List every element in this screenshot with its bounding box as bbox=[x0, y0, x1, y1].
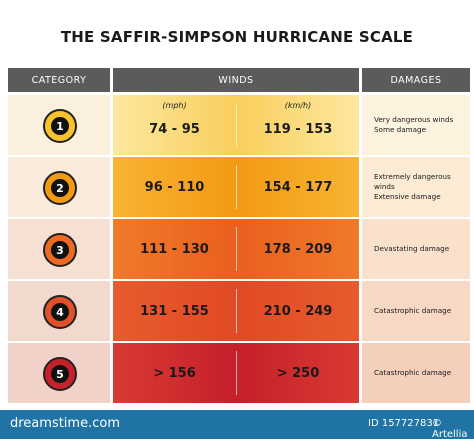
damage-text: Devastating damage bbox=[374, 219, 470, 279]
winds-divider bbox=[236, 103, 237, 147]
wind-mph: 111 - 130 bbox=[140, 241, 209, 257]
wind-kmh: > 250 bbox=[276, 365, 320, 381]
wind-mph: 74 - 95 bbox=[149, 121, 200, 137]
winds-divider bbox=[236, 351, 237, 395]
category-icon: 4 bbox=[43, 295, 77, 329]
damage-line: Catastrophic damage bbox=[374, 368, 452, 377]
header-cell: WINDS bbox=[113, 68, 359, 92]
unit-label: (mph) bbox=[162, 100, 187, 110]
header-cell: CATEGORY bbox=[8, 68, 110, 92]
footer-site: dreamstime.com bbox=[10, 416, 120, 431]
category-number: 1 bbox=[51, 117, 69, 135]
wind-kmh: 210 - 249 bbox=[263, 303, 333, 319]
wind-mph: 131 - 155 bbox=[140, 303, 209, 319]
damage-line: Some damage bbox=[374, 125, 427, 134]
wind-kmh: 119 - 153 bbox=[263, 121, 333, 137]
damage-line: Devastating damage bbox=[374, 244, 450, 253]
wind-kmh: 178 - 209 bbox=[263, 241, 333, 257]
category-number: 3 bbox=[51, 241, 69, 259]
winds-divider bbox=[236, 289, 237, 333]
damage-text: Catastrophic damage bbox=[374, 343, 470, 403]
category-icon: 1 bbox=[43, 109, 77, 143]
damage-line: Catastrophic damage bbox=[374, 306, 452, 315]
damage-text: Catastrophic damage bbox=[374, 281, 470, 341]
damage-text: Very dangerous winds Some damage bbox=[374, 95, 470, 155]
unit-label: (km/h) bbox=[284, 100, 312, 110]
category-icon: 5 bbox=[43, 357, 77, 391]
damage-cell bbox=[362, 343, 470, 403]
winds-divider bbox=[236, 165, 237, 209]
category-number: 5 bbox=[51, 365, 69, 383]
footer-id: ID 157727831 bbox=[368, 418, 440, 429]
damage-cell bbox=[362, 157, 470, 217]
wind-kmh: 154 - 177 bbox=[263, 179, 333, 195]
category-icon: 2 bbox=[43, 171, 77, 205]
damage-line: Extensive damage bbox=[374, 192, 441, 201]
category-number: 4 bbox=[51, 303, 69, 321]
damage-cell bbox=[362, 281, 470, 341]
damage-line: Extremely dangerous winds bbox=[374, 172, 451, 191]
header-cell: DAMAGES bbox=[362, 68, 470, 92]
winds-divider bbox=[236, 227, 237, 271]
damage-cell bbox=[362, 95, 470, 155]
damage-text: Extremely dangerous winds Extensive damag… bbox=[374, 157, 470, 217]
category-number: 2 bbox=[51, 179, 69, 197]
footer-bar: dreamstime.com ID 157727831 © Artellia bbox=[0, 410, 474, 440]
damage-cell bbox=[362, 219, 470, 279]
category-icon: 3 bbox=[43, 233, 77, 267]
wind-mph: > 156 bbox=[153, 365, 196, 381]
damage-line: Very dangerous winds bbox=[374, 115, 454, 124]
title: THE SAFFIR-SIMPSON HURRICANE SCALE bbox=[60, 28, 414, 46]
wind-mph: 96 - 110 bbox=[144, 179, 205, 195]
footer-credit: © Artellia bbox=[432, 418, 468, 440]
